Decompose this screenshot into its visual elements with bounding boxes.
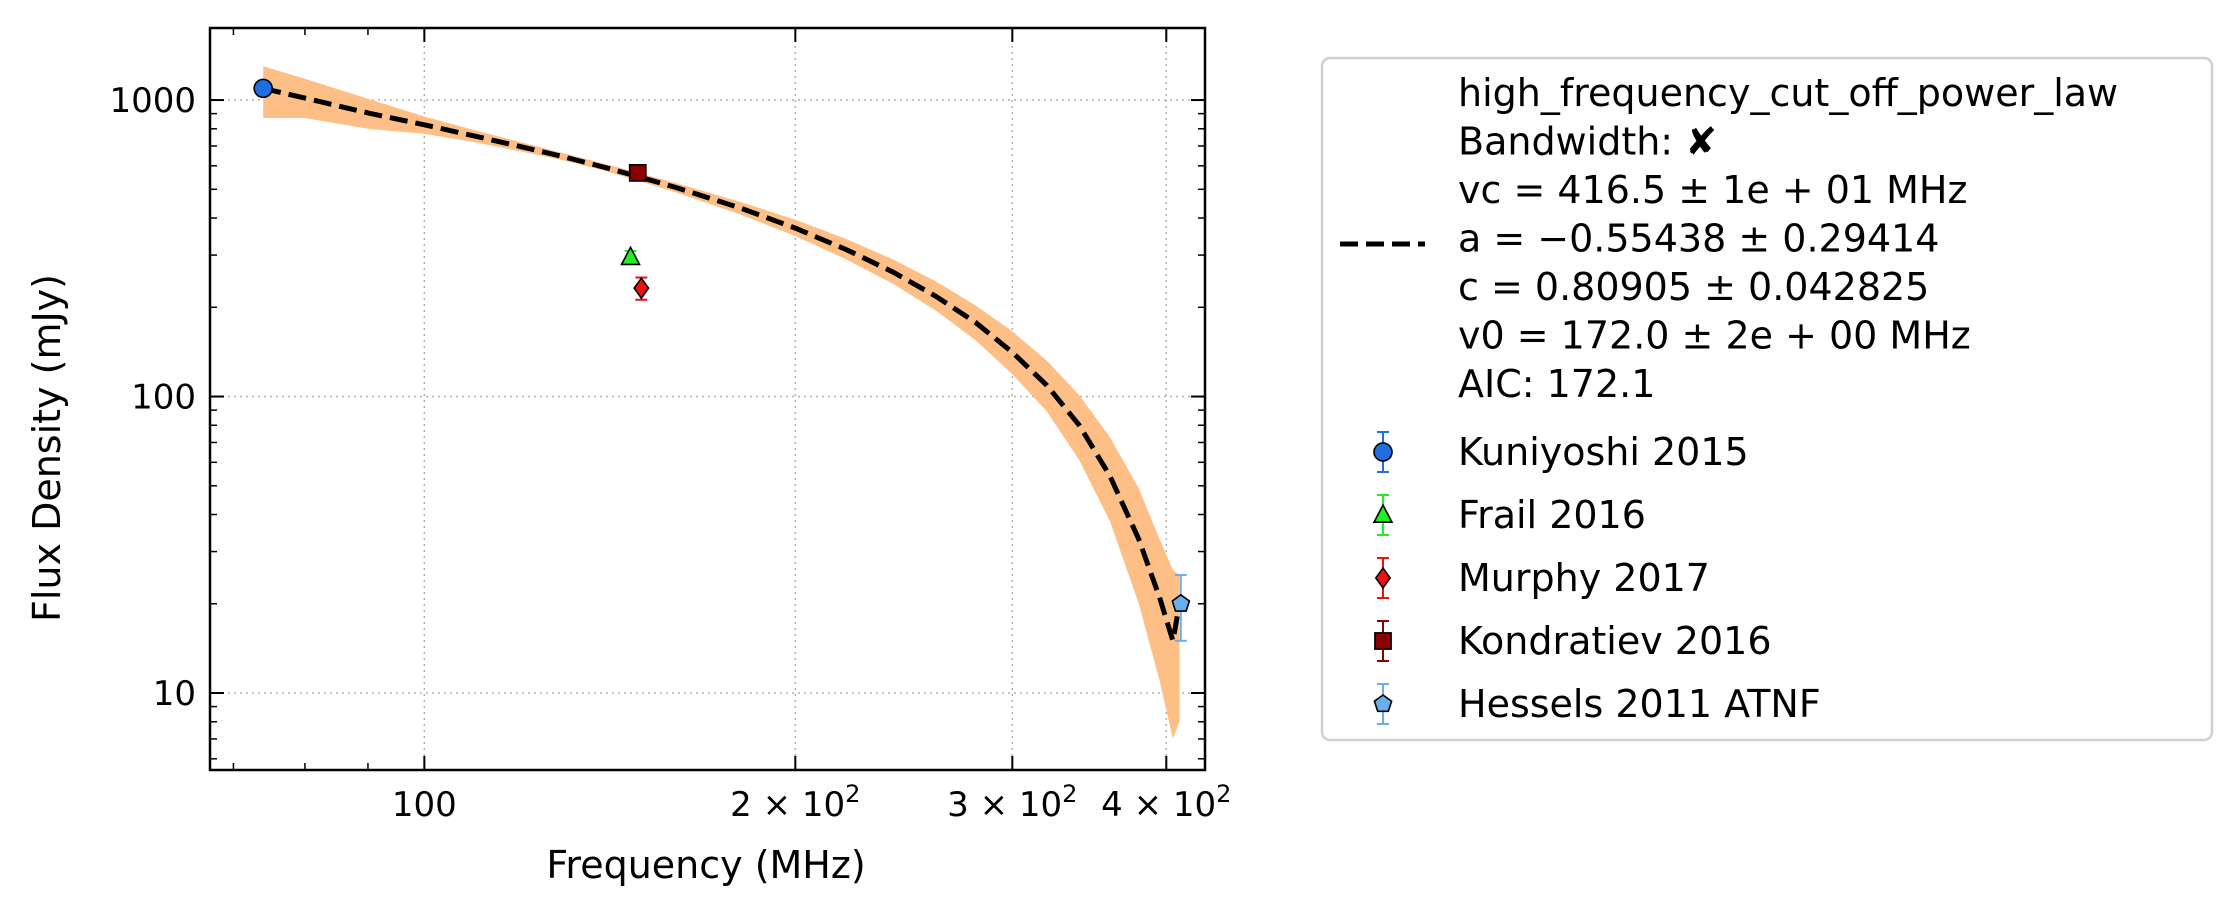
legend-fit-bandwidth: Bandwidth: ✘	[1458, 120, 1717, 164]
data-point	[253, 78, 273, 99]
legend-fit-text: c = 0.80905 ± 0.042825	[1458, 265, 1929, 309]
legend-marker	[1373, 694, 1393, 713]
legend-fit-name: high_frequency_cut_off_power_law	[1458, 71, 2118, 115]
legend-marker	[1374, 566, 1392, 590]
legend-marker	[1373, 442, 1393, 462]
legend: high_frequency_cut_off_power_law Bandwidt…	[1320, 56, 2214, 742]
legend-marker	[1374, 632, 1392, 650]
fit-confidence-band	[263, 66, 1180, 739]
data-point	[628, 163, 647, 182]
legend-marker	[1372, 503, 1394, 524]
legend-series-label: Kondratiev 2016	[1458, 619, 1772, 663]
y-tick-label: 10	[153, 674, 196, 714]
legend-fit-text: a = −0.55438 ± 0.29414	[1458, 217, 1939, 261]
y-axis-label: Flux Density (mJy)	[25, 274, 69, 622]
legend-series-label: Murphy 2017	[1458, 556, 1710, 600]
x-tick-label: 2 × 102	[730, 780, 860, 825]
x-tick-label: 3 × 102	[947, 780, 1077, 825]
data-layer	[210, 28, 1205, 770]
plot-area: 100 2 × 102 3 × 102 4 × 102 10 100 1000	[109, 26, 1231, 825]
legend-fit-text: v0 = 172.0 ± 2e + 00 MHz	[1458, 314, 1971, 358]
data-point	[1171, 593, 1191, 612]
x-tick-label: 100	[392, 785, 457, 825]
x-axis-label: Frequency (MHz)	[546, 843, 865, 887]
legend-fit-text: AIC: 172.1	[1458, 362, 1655, 406]
y-tick-label: 1000	[109, 81, 196, 121]
legend-series-label: Kuniyoshi 2015	[1458, 430, 1749, 474]
legend-series-label: Frail 2016	[1458, 493, 1646, 537]
data-point	[620, 245, 641, 266]
fit-line	[262, 85, 1182, 642]
legend-series-label: Hessels 2011 ATNF	[1458, 682, 1821, 726]
y-tick-label: 100	[131, 378, 196, 418]
legend-fit-text: vc = 416.5 ± 1e + 01 MHz	[1458, 168, 1967, 212]
legend-box	[1320, 56, 2214, 742]
data-point	[633, 276, 650, 300]
x-tick-label: 4 × 102	[1101, 780, 1231, 825]
axes-frame	[208, 26, 1207, 772]
